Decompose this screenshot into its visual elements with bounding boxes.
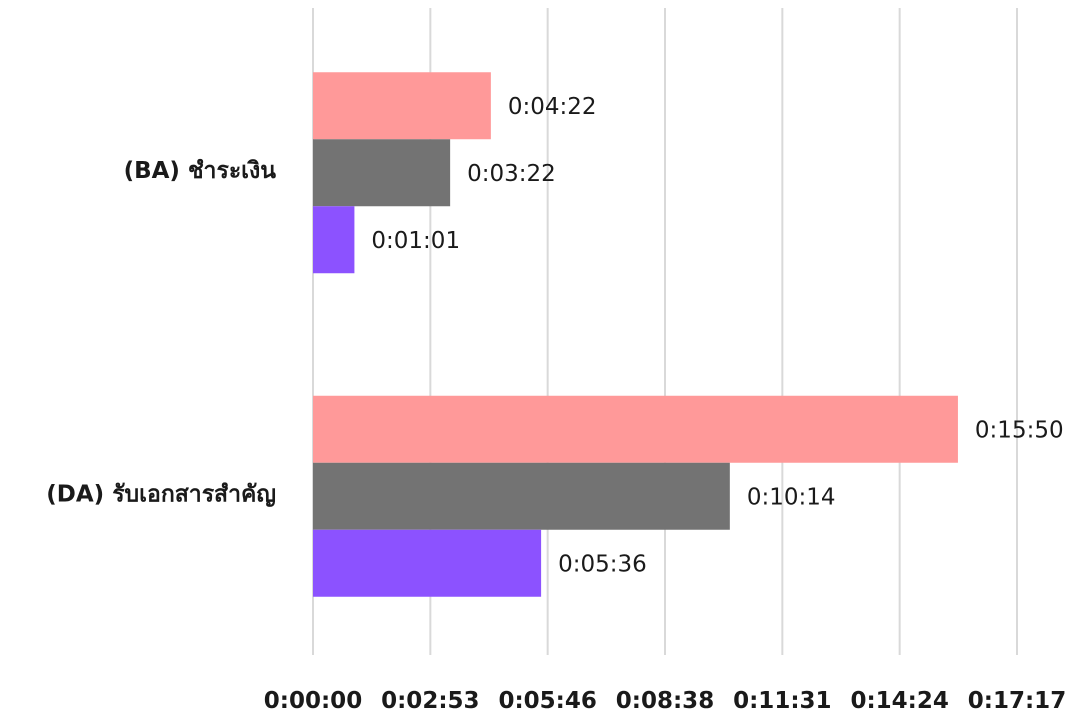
- bar: [313, 72, 491, 140]
- data-label: 0:15:50: [975, 417, 1064, 443]
- category-label: (BA) ชำระเงิน: [124, 158, 277, 184]
- bar: [313, 139, 451, 207]
- x-tick-label: 0:02:53: [381, 688, 479, 714]
- x-tick-label: 0:08:38: [616, 688, 714, 714]
- x-tick-label: 0:11:31: [733, 688, 831, 714]
- bars: [313, 72, 958, 597]
- x-axis-tick-labels: 0:00:00 0:02:53 0:05:46 0:08:38 0:11:31 0:14:…: [264, 688, 1066, 714]
- category-label: (DA) รับเอกสารสำคัญ: [46, 481, 276, 507]
- bar: [313, 395, 958, 463]
- data-label: 0:03:22: [467, 161, 556, 187]
- data-labels: 0:04:22 0:03:22 0:01:01 0:15:50 0:10:14 0:05:…: [371, 94, 1063, 578]
- category-labels: (BA) ชำระเงิน (DA) รับเอกสารสำคัญ: [46, 158, 276, 508]
- x-tick-label: 0:00:00: [264, 688, 362, 714]
- data-label: 0:05:36: [558, 551, 647, 577]
- data-label: 0:01:01: [371, 228, 460, 254]
- bar: [313, 529, 542, 597]
- x-tick-label: 0:17:17: [968, 688, 1066, 714]
- bar: [313, 462, 730, 530]
- x-tick-label: 0:05:46: [498, 688, 596, 714]
- bar: [313, 206, 355, 274]
- data-label: 0:04:22: [508, 94, 597, 120]
- data-label: 0:10:14: [747, 484, 836, 510]
- x-tick-label: 0:14:24: [850, 688, 948, 714]
